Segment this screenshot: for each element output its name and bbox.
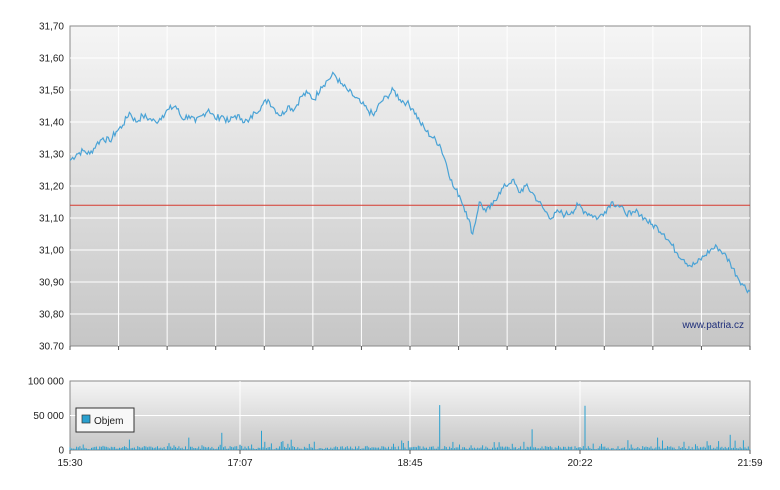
legend-swatch [81, 414, 91, 424]
legend-label: Objem [94, 416, 123, 427]
price-panel: 31,70 31,60 31,50 31,40 31,30 31,20 31,10 31,00… [39, 22, 751, 353]
volume-grid [70, 381, 750, 450]
price-tick-label: 31,30 [39, 150, 64, 161]
time-axis: 15:30 17:07 18:45 20:22 21:59 [57, 450, 763, 469]
price-tick-label: 31,60 [39, 54, 64, 65]
volume-tick-label: 100 000 [28, 377, 65, 388]
time-axis-label: 17:07 [227, 458, 252, 469]
volume-legend: Objem [75, 407, 135, 433]
price-tick-label: 31,50 [39, 86, 64, 97]
price-grid [69, 26, 751, 350]
volume-bars [69, 405, 751, 450]
volume-panel: 100 000 50 000 0 Objem [28, 377, 751, 457]
price-tick-label: 31,00 [39, 246, 64, 257]
price-tick-label: 30,90 [39, 278, 64, 289]
volume-tick-label: 50 000 [33, 411, 64, 422]
watermark: www.patria.cz [681, 320, 744, 331]
time-axis-label: 15:30 [57, 458, 82, 469]
volume-y-axis: 100 000 50 000 0 [28, 377, 65, 457]
volume-tick-label: 0 [58, 446, 64, 457]
price-series-line [69, 71, 751, 294]
price-tick-label: 30,80 [39, 310, 64, 321]
price-tick-label: 31,70 [39, 22, 64, 33]
time-axis-label: 18:45 [397, 458, 422, 469]
price-tick-label: 31,10 [39, 214, 64, 225]
price-tick-label: 31,40 [39, 118, 64, 129]
price-tick-label: 30.70 [39, 342, 64, 353]
time-axis-label: 20:22 [567, 458, 592, 469]
price-y-axis: 31,70 31,60 31,50 31,40 31,30 31,20 31,10 31,00… [39, 22, 64, 353]
time-axis-label: 21:59 [737, 458, 762, 469]
price-tick-label: 31,20 [39, 182, 64, 193]
